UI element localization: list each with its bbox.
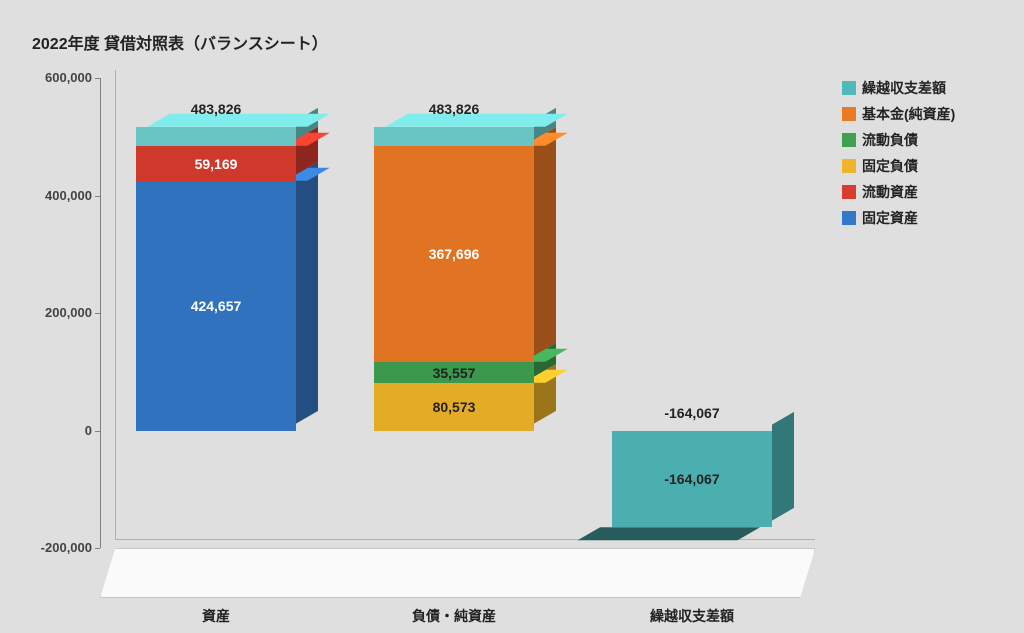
total-label: 483,826 bbox=[354, 101, 554, 117]
legend-item-fixed_assets: 固定資産 bbox=[842, 208, 955, 228]
y-tick bbox=[95, 431, 100, 432]
legend-item-current_liab: 流動負債 bbox=[842, 130, 955, 150]
data-label: 35,557 bbox=[374, 365, 534, 381]
category-label: 資産 bbox=[116, 606, 316, 626]
data-label: 424,657 bbox=[136, 298, 296, 314]
total-label: 483,826 bbox=[116, 101, 316, 117]
legend-label: 基本金(純資産) bbox=[862, 104, 955, 124]
y-tick-label: 600,000 bbox=[45, 70, 92, 85]
y-tick-label: 0 bbox=[85, 423, 92, 438]
category-label: 負債・純資産 bbox=[354, 606, 554, 626]
data-label: 367,696 bbox=[374, 246, 534, 262]
y-tick bbox=[95, 196, 100, 197]
legend-swatch bbox=[842, 81, 856, 95]
bar-top-cap bbox=[136, 127, 296, 146]
y-tick bbox=[95, 548, 100, 549]
legend-item-current_assets: 流動資産 bbox=[842, 182, 955, 202]
legend-label: 固定資産 bbox=[862, 208, 918, 228]
y-tick-label: -200,000 bbox=[41, 540, 92, 555]
chart-title: 2022年度 貸借対照表（バランスシート） bbox=[32, 30, 328, 54]
bar-top-cap bbox=[374, 127, 534, 146]
total-label: -164,067 bbox=[592, 405, 792, 421]
y-tick bbox=[95, 78, 100, 79]
legend-item-carryover_bal: 繰越収支差額 bbox=[842, 78, 955, 98]
y-tick-label: 200,000 bbox=[45, 305, 92, 320]
y-tick-label: 400,000 bbox=[45, 188, 92, 203]
legend-label: 繰越収支差額 bbox=[862, 78, 946, 98]
chart-container: 2022年度 貸借対照表（バランスシート） 424,657 59,169 483,8… bbox=[0, 0, 1024, 633]
data-label: -164,067 bbox=[612, 471, 772, 487]
legend-item-fixed_liab: 固定負債 bbox=[842, 156, 955, 176]
chart-floor-poly bbox=[100, 548, 815, 598]
legend-label: 流動資産 bbox=[862, 182, 918, 202]
y-axis bbox=[100, 78, 101, 548]
legend-swatch bbox=[842, 159, 856, 173]
y-tick bbox=[95, 313, 100, 314]
legend-label: 流動負債 bbox=[862, 130, 918, 150]
legend-swatch bbox=[842, 185, 856, 199]
category-label: 繰越収支差額 bbox=[592, 606, 792, 626]
legend-label: 固定負債 bbox=[862, 156, 918, 176]
legend: 繰越収支差額基本金(純資産) 流動負債固定負債流動資産固定資産 bbox=[842, 78, 955, 234]
data-label: 80,573 bbox=[374, 399, 534, 415]
plot-area: 424,657 59,169 483,826 80,573 35,557 367,696 4… bbox=[100, 78, 800, 548]
data-label: 59,169 bbox=[136, 156, 296, 172]
legend-swatch bbox=[842, 133, 856, 147]
legend-swatch bbox=[842, 211, 856, 225]
legend-swatch bbox=[842, 107, 856, 121]
legend-item-capital: 基本金(純資産) bbox=[842, 104, 955, 124]
